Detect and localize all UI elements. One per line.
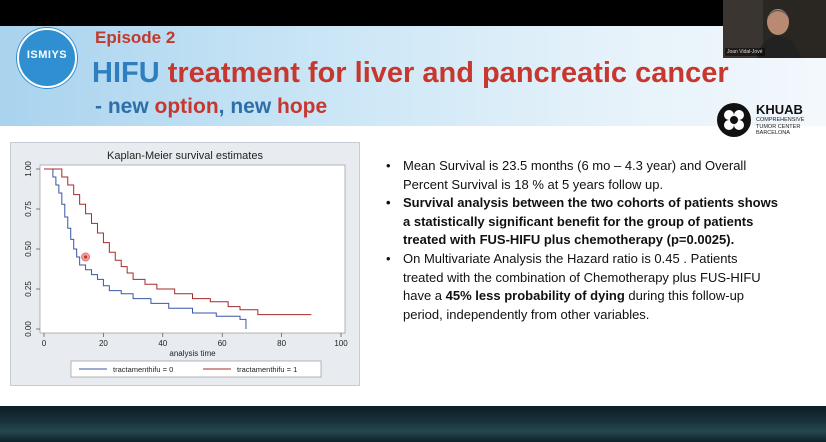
- legend-label-1: tractamenthifu = 1: [237, 365, 297, 374]
- km-chart: Kaplan-Meier survival estimates 0.00 0.25…: [10, 142, 360, 386]
- y-tick-label: 0.25: [24, 281, 33, 297]
- x-tick-label: 0: [42, 339, 47, 348]
- bottom-image-strip: [0, 406, 826, 442]
- x-tick-label: 60: [218, 339, 227, 348]
- km-curve-1: [44, 168, 312, 316]
- top-bar: [0, 0, 826, 26]
- bullet-multivariate: On Multivariate Analysis the Hazard rati…: [381, 250, 781, 324]
- khuab-subtitle: COMPREHENSIVE TUMOR CENTER BARCELONA: [756, 117, 805, 136]
- title-rest: treatment for liver and pancreatic cance…: [159, 57, 729, 89]
- y-tick-label: 0.50: [24, 241, 33, 257]
- subtitle-option: option: [154, 95, 219, 118]
- header-band: [0, 26, 826, 126]
- y-tick-label: 1.00: [24, 161, 33, 177]
- bullet-list: Mean Survival is 23.5 months (6 mo – 4.3…: [381, 157, 781, 324]
- webcam-video[interactable]: Joan Vidal-Jové: [723, 0, 826, 58]
- chart-title: Kaplan-Meier survival estimates: [107, 150, 263, 162]
- khuab-title: KHUAB: [756, 102, 803, 117]
- bullet-3-bold: 45% less probability of dying: [445, 288, 625, 304]
- y-tick-label: 0.00: [24, 321, 33, 337]
- legend-label-0: tractamenthifu = 0: [113, 365, 173, 374]
- khuab-icon: [717, 103, 751, 137]
- subtitle-part2: , new: [218, 95, 278, 118]
- x-tick-label: 20: [99, 339, 108, 348]
- title-hifu: HIFU: [92, 57, 160, 89]
- bullet-1-text: Mean Survival is 23.5 months (6 mo – 4.3…: [403, 158, 747, 192]
- presenter-image: [723, 0, 826, 58]
- ismiys-logo: ISMIYS: [17, 28, 77, 88]
- x-axis-label: analysis time: [169, 349, 216, 358]
- episode-label: Episode 2: [95, 28, 176, 47]
- x-tick-label: 100: [334, 339, 348, 348]
- subtitle-part1: - new: [95, 95, 155, 118]
- bullet-2-text: Survival analysis between the two cohort…: [403, 195, 778, 248]
- bullet-survival-analysis: Survival analysis between the two cohort…: [381, 194, 781, 250]
- plot-area: [39, 164, 346, 334]
- x-tick-label: 40: [158, 339, 167, 348]
- cursor-marker-dot: [83, 255, 88, 259]
- y-tick-label: 0.75: [24, 201, 33, 217]
- bullet-mean-survival: Mean Survival is 23.5 months (6 mo – 4.3…: [381, 157, 781, 194]
- subtitle-hope: hope: [277, 95, 328, 118]
- khuab-logo: KHUAB COMPREHENSIVE TUMOR CENTER BARCELO…: [716, 100, 816, 140]
- legend-box: [70, 360, 322, 378]
- logo-text: ISMIYS: [26, 49, 68, 61]
- slide-title: HIFU treatment for liver and pancreatic …: [92, 57, 729, 90]
- bullet-3-post: during this follow-up period, independen…: [403, 288, 745, 322]
- presenter-name: Joan Vidal-Jové: [725, 48, 765, 56]
- x-tick-label: 80: [277, 339, 286, 348]
- km-curve-0: [44, 168, 247, 329]
- bullet-3-pre: On Multivariate Analysis the Hazard rati…: [403, 250, 761, 304]
- slide-subtitle: - new option, new hope: [95, 95, 327, 119]
- km-plot: 0.00 0.25 0.50 0.75 1.00 0 20 40 60 80 100 analysis…: [24, 161, 348, 378]
